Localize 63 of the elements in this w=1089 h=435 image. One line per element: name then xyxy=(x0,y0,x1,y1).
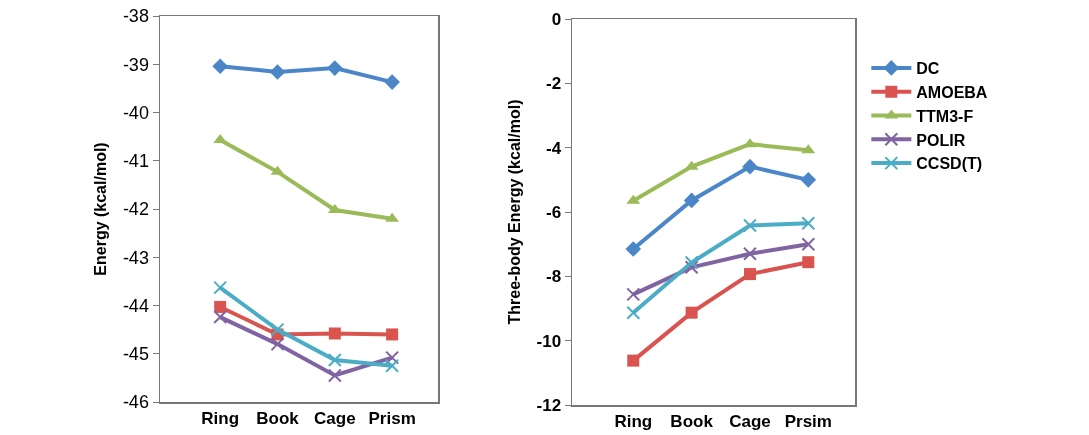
y-tick-label: -6 xyxy=(545,202,562,222)
point xyxy=(270,322,285,337)
point xyxy=(214,300,227,313)
point xyxy=(684,255,699,270)
y-tick-label: -45 xyxy=(122,344,149,365)
point xyxy=(213,310,228,325)
y-tick-label: -8 xyxy=(545,267,562,287)
legend-label: TTM3-F xyxy=(916,107,974,125)
y-axis-title: Energy (kcal/mol) xyxy=(92,142,110,276)
x-tick-label: Cage xyxy=(314,408,356,428)
y-tick-label: -42 xyxy=(122,199,149,220)
point xyxy=(327,60,343,76)
y-tick-label: -12 xyxy=(536,395,562,415)
point xyxy=(626,287,641,302)
x-tick-label: Ring xyxy=(614,411,653,431)
point xyxy=(269,64,286,80)
x-tick-label: Prsim xyxy=(784,411,832,431)
point xyxy=(327,368,342,383)
point xyxy=(213,280,228,295)
y-tick-label: -4 xyxy=(545,138,562,158)
x-tick-label: Book xyxy=(256,408,300,428)
point xyxy=(800,172,817,188)
point xyxy=(270,337,285,352)
y-tick-label: -46 xyxy=(122,392,149,413)
point xyxy=(685,306,698,319)
legend-label: AMOEBA xyxy=(916,83,988,101)
y-tick-label: -10 xyxy=(536,331,562,351)
x-tick-label: Ring xyxy=(201,408,240,428)
y-axis-title: Three-body Energy (kcal/mol) xyxy=(505,99,523,325)
legend-label: CCSD(T) xyxy=(916,155,983,173)
y-tick-label: -39 xyxy=(122,54,149,75)
point xyxy=(385,350,400,365)
point xyxy=(386,328,399,341)
y-tick-label: -44 xyxy=(122,295,149,316)
point xyxy=(385,358,400,373)
y-tick-label: -2 xyxy=(545,74,562,94)
x-tick-label: Cage xyxy=(729,411,771,431)
y-tick-label: -41 xyxy=(122,151,149,172)
point xyxy=(801,216,816,231)
point xyxy=(625,241,642,257)
y-tick-label: -38 xyxy=(122,6,149,27)
point xyxy=(683,192,700,209)
point xyxy=(801,237,816,252)
point xyxy=(327,353,342,368)
point xyxy=(212,58,228,74)
point xyxy=(743,268,756,281)
point xyxy=(742,218,757,233)
point xyxy=(384,74,400,90)
y-tick-label: 0 xyxy=(551,9,562,29)
point xyxy=(742,246,757,261)
legend-label: POLIR xyxy=(916,131,966,149)
y-tick-label: -43 xyxy=(122,247,149,268)
x-tick-label: Book xyxy=(670,411,714,431)
point xyxy=(684,260,699,275)
point xyxy=(742,158,758,175)
y-tick-label: -40 xyxy=(122,102,149,123)
x-tick-label: Prism xyxy=(368,408,416,428)
point xyxy=(627,354,640,367)
point xyxy=(328,327,341,340)
legend-label: DC xyxy=(916,60,940,78)
point xyxy=(743,138,757,148)
point xyxy=(802,256,815,269)
point xyxy=(626,305,641,320)
